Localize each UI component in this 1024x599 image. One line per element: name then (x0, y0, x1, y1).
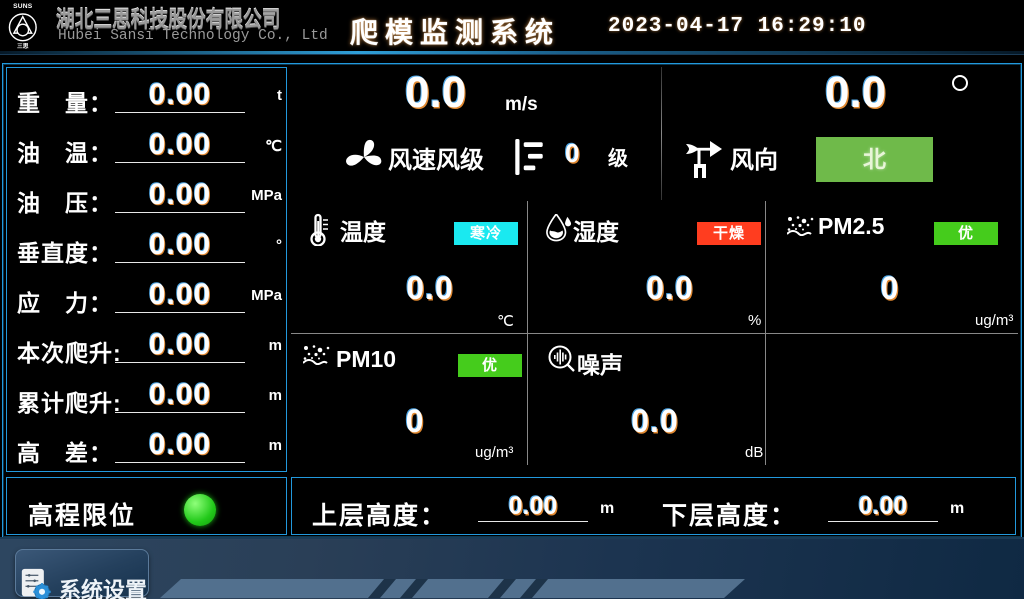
svg-text:三思: 三思 (17, 42, 29, 50)
svg-text:SUNS: SUNS (13, 3, 33, 10)
